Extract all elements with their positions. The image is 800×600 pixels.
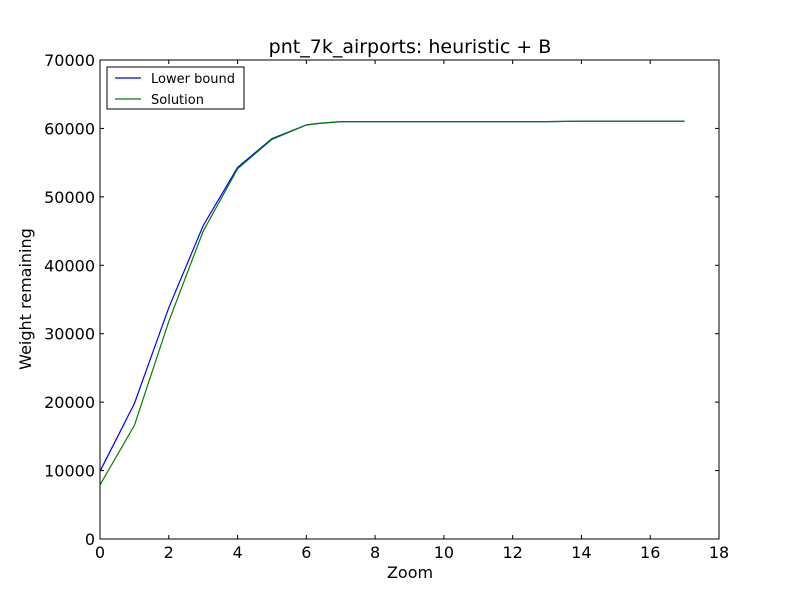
x-axis-label: Zoom xyxy=(387,563,433,582)
series-line-0 xyxy=(99,120,685,472)
plot-area xyxy=(99,120,685,486)
y-tick-label: 10000 xyxy=(44,462,95,481)
legend-box xyxy=(106,66,245,110)
x-tick-label: 12 xyxy=(502,543,522,562)
x-tick-label: 0 xyxy=(95,543,105,562)
y-tick-label: 50000 xyxy=(44,188,95,207)
x-tick-label: 18 xyxy=(709,543,729,562)
y-tick-label: 60000 xyxy=(44,119,95,138)
legend-label-1: Solution xyxy=(151,93,204,108)
plot-frame xyxy=(99,59,720,540)
x-tick-label: 2 xyxy=(164,543,174,562)
series-line-1 xyxy=(99,120,685,486)
y-tick-label: 30000 xyxy=(44,325,95,344)
y-axis-label: Weight remaining xyxy=(16,228,35,370)
y-tick-label: 40000 xyxy=(44,256,95,275)
x-tick-label: 6 xyxy=(301,543,311,562)
x-tick-label: 8 xyxy=(370,543,380,562)
y-tick-label: 20000 xyxy=(44,393,95,412)
legend: Lower bound Solution xyxy=(106,66,245,110)
y-tick-label: 0 xyxy=(85,530,95,549)
y-tick-label: 70000 xyxy=(44,51,95,70)
x-tick-label: 4 xyxy=(232,543,242,562)
x-tick-label: 14 xyxy=(571,543,591,562)
x-tick-label: 10 xyxy=(434,543,454,562)
chart-title: pnt_7k_airports: heuristic + B xyxy=(269,36,552,58)
axis-ticks: 0 2 4 6 8 10 12 14 16 18 0 10000 20000 30000 40000 5000… xyxy=(44,51,729,562)
legend-label-0: Lower bound xyxy=(151,72,235,87)
x-tick-label: 16 xyxy=(640,543,660,562)
